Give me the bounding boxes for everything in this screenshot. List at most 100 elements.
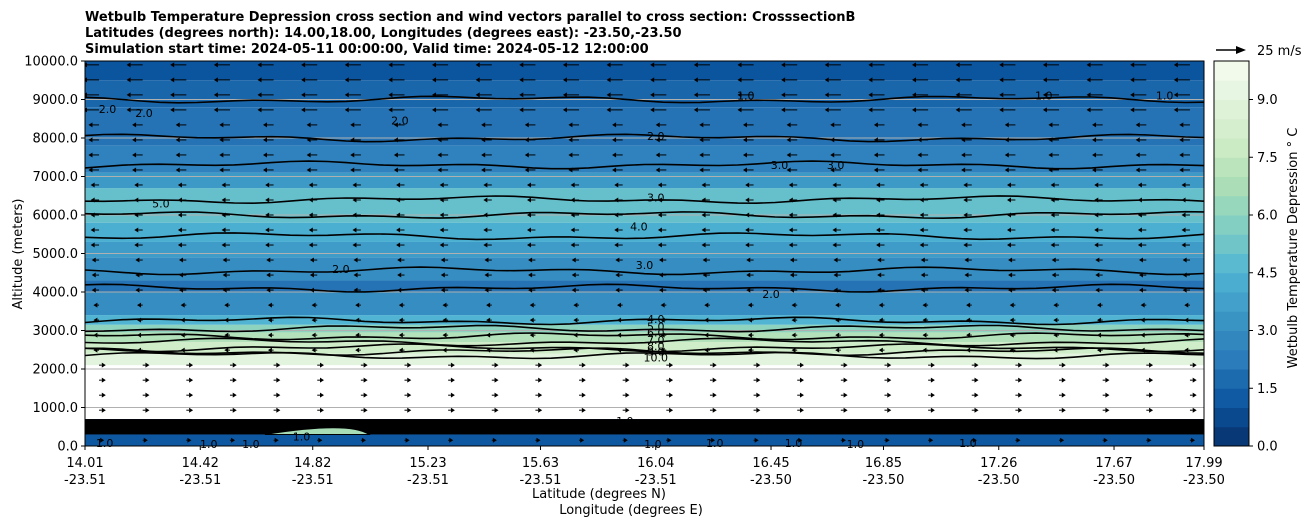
wind-vector <box>90 182 100 188</box>
wind-vector-head <box>712 362 717 368</box>
wind-vector-head <box>143 437 148 443</box>
wind-vector <box>971 407 979 413</box>
wind-vector <box>1179 122 1190 128</box>
wind-vector <box>573 302 580 308</box>
contour-label: 3.0 <box>771 159 789 172</box>
wind-vector <box>437 167 449 173</box>
wind-vector <box>1189 392 1197 398</box>
wind-vector <box>830 152 841 158</box>
wind-vector <box>873 167 885 173</box>
wind-vector-head <box>1097 302 1102 308</box>
wind-vector <box>1015 377 1023 383</box>
wind-vector-head <box>266 287 271 293</box>
wind-vector-head <box>481 152 486 158</box>
wind-vector-head <box>440 287 445 293</box>
wind-vector-head <box>175 152 180 158</box>
wind-vector <box>747 302 754 308</box>
wind-vector <box>134 182 143 188</box>
wind-vector <box>1008 287 1016 293</box>
wind-vector <box>1007 212 1016 218</box>
wind-vector <box>622 407 630 413</box>
wind-vector-head <box>437 152 442 158</box>
wind-vector <box>352 197 361 203</box>
contour-label: 4.0 <box>647 313 665 326</box>
wind-vector <box>917 137 929 143</box>
wind-vector <box>1094 227 1103 233</box>
wind-vector-head <box>912 77 917 83</box>
wind-vector-head <box>581 392 586 398</box>
y-tick-label: 7000.0 <box>33 170 79 185</box>
wind-vector-head <box>1007 212 1012 218</box>
wind-vector-head <box>1184 347 1189 353</box>
wind-vector-head <box>319 407 324 413</box>
wind-vector-head <box>221 197 226 203</box>
wind-vector <box>917 122 929 128</box>
wind-vector-head <box>213 107 218 113</box>
wind-vector-head <box>1007 242 1012 248</box>
wind-vector-head <box>276 407 281 413</box>
wind-vector-head <box>232 407 237 413</box>
wind-vector <box>266 257 274 263</box>
contour-label: 1.0 <box>1035 90 1053 103</box>
wind-vector <box>1173 77 1190 83</box>
wind-vector <box>955 62 972 68</box>
wind-vector <box>1097 302 1103 308</box>
wind-vector-head <box>873 122 878 128</box>
wind-vector <box>920 272 929 278</box>
wind-vector <box>840 422 846 428</box>
wind-vector-head <box>1094 197 1099 203</box>
wind-vector-head <box>999 62 1004 68</box>
wind-vector-head <box>1173 92 1178 98</box>
wind-vector <box>791 332 798 338</box>
wind-vector-head <box>843 407 848 413</box>
wind-vector-head <box>1139 287 1144 293</box>
wind-vector <box>229 407 237 413</box>
wind-vector-head <box>1016 437 1021 443</box>
wind-vector-head <box>440 257 445 263</box>
contour-line <box>85 160 1204 170</box>
wind-vector <box>91 287 100 293</box>
wind-vector <box>1015 407 1023 413</box>
wind-vector <box>961 137 972 143</box>
wind-vector-head <box>538 377 543 383</box>
wind-vector <box>393 122 405 128</box>
wind-vector-head <box>747 347 752 353</box>
wind-vector <box>186 422 192 428</box>
wind-vector-head <box>702 272 707 278</box>
wind-vector-head <box>222 257 227 263</box>
wind-vector <box>868 92 885 98</box>
wind-vector-head <box>786 122 791 128</box>
wind-vector <box>1050 227 1060 233</box>
wind-vector <box>180 317 187 323</box>
wind-vector-head <box>224 332 229 338</box>
wind-vector-head <box>126 107 131 113</box>
wind-vector-head <box>483 182 488 188</box>
wind-vector-head <box>961 122 966 128</box>
wind-vector <box>491 362 499 368</box>
wind-vector <box>221 227 230 233</box>
wind-vector <box>528 257 536 263</box>
wind-vector-head <box>179 287 184 293</box>
wind-vector <box>1042 92 1060 98</box>
wind-vector <box>177 182 187 188</box>
wind-vector-head <box>1135 137 1140 143</box>
x-tick-label-lon: -23.51 <box>64 473 106 488</box>
wind-vector-head <box>267 332 272 338</box>
wind-vector <box>177 197 187 203</box>
wind-vector <box>1179 167 1190 173</box>
wind-vector-head <box>868 77 873 83</box>
wind-vector-head <box>614 197 619 203</box>
wind-vector <box>1097 347 1103 353</box>
wind-vector-head <box>919 242 924 248</box>
wind-vector-head <box>669 407 674 413</box>
wind-vector <box>311 332 318 338</box>
wind-vector-head <box>134 227 139 233</box>
wind-vector-head <box>432 107 437 113</box>
wind-vector-head <box>93 317 98 323</box>
wind-vector-head <box>1092 137 1097 143</box>
wind-vector <box>709 437 716 443</box>
wind-vector-head <box>660 347 665 353</box>
wind-vector-head <box>363 377 368 383</box>
wind-vector <box>360 362 368 368</box>
wind-vector <box>1059 362 1066 368</box>
